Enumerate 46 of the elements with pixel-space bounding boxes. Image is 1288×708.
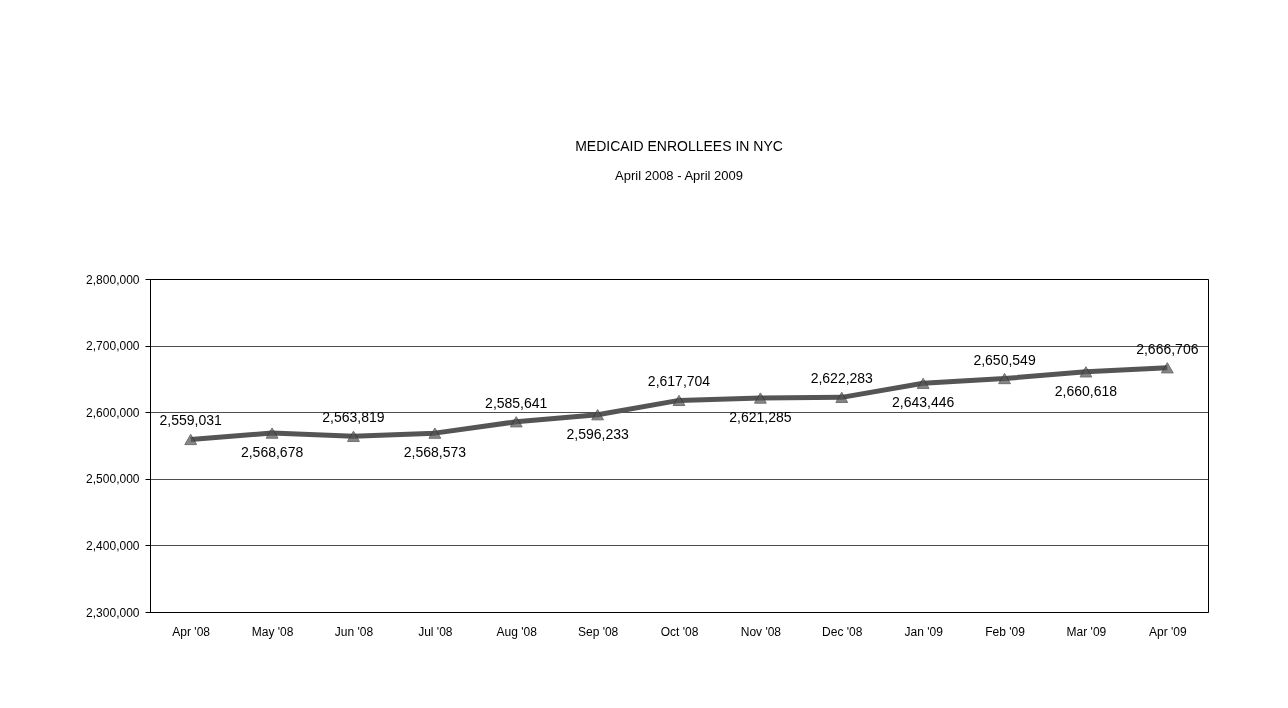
x-tick-label: Aug '08	[496, 624, 538, 639]
x-tick-label: Dec '08	[822, 624, 863, 639]
point	[835, 391, 849, 403]
point	[265, 427, 279, 439]
point	[1160, 362, 1174, 374]
chart-subtitle: April 2008 - April 2009	[615, 168, 743, 183]
point	[753, 392, 767, 404]
data-label: 2,643,446	[892, 394, 955, 411]
y-tick-label: 2,600,000	[86, 405, 140, 420]
x-tick-label: Oct '08	[660, 624, 699, 639]
point	[591, 409, 605, 421]
data-label: 2,621,285	[729, 409, 792, 426]
point	[509, 416, 523, 428]
y-tick-label: 2,400,000	[86, 538, 140, 553]
x-tick-label: Jan '09	[904, 624, 944, 639]
point	[998, 372, 1011, 385]
data-label: 2,568,678	[240, 444, 304, 461]
x-tick-label: Apr '09	[1148, 624, 1187, 639]
x-tick-label: Nov '08	[740, 624, 782, 639]
x-tick-label: Mar '09	[1066, 624, 1107, 639]
data-label: 2,650,549	[973, 351, 1036, 368]
x-tick-label: Sep '08	[577, 624, 619, 639]
data-label: 2,617,704	[647, 373, 711, 390]
x-tick-label: Feb '09	[985, 624, 1026, 639]
y-tick-label: 2,300,000	[86, 605, 140, 620]
point	[428, 427, 442, 439]
chart-title: MEDICAID ENROLLEES IN NYC	[575, 138, 783, 154]
point	[672, 394, 686, 407]
data-label: 2,585,641	[485, 394, 548, 411]
data-label: 2,596,233	[566, 425, 629, 442]
x-tick-label: Apr '08	[172, 624, 211, 639]
data-label: 2,622,283	[810, 370, 874, 387]
data-label: 2,563,819	[322, 409, 385, 426]
x-tick-label: Jun '08	[334, 624, 374, 639]
y-tick-label: 2,800,000	[86, 272, 140, 287]
y-tick-label: 2,700,000	[86, 339, 140, 354]
data-label: 2,660,618	[1054, 382, 1118, 399]
x-tick-label: Jul '08	[418, 624, 453, 639]
data-label: 2,559,031	[159, 412, 223, 429]
point	[184, 433, 198, 446]
point	[347, 430, 360, 442]
point	[1079, 366, 1093, 378]
y-tick-label: 2,500,000	[86, 472, 140, 487]
point	[916, 377, 930, 389]
x-tick-label: May '08	[251, 624, 294, 639]
data-label: 2,568,573	[403, 444, 467, 461]
